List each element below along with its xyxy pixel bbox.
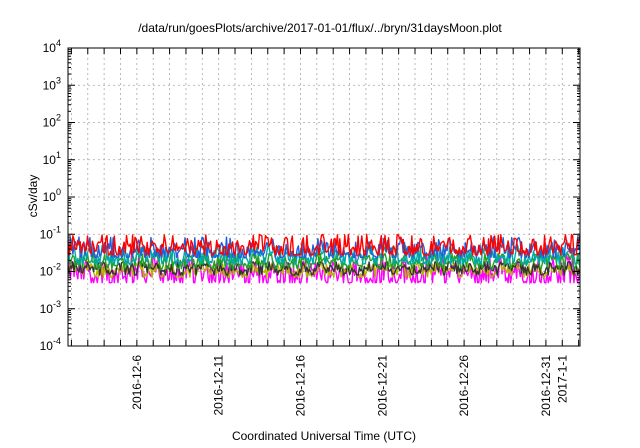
- y-tick-label-base: 10: [40, 265, 54, 279]
- y-tick-label: 101: [43, 150, 61, 167]
- y-tick-label-exponent: 3: [56, 75, 61, 85]
- y-tick-label-base: 10: [40, 339, 54, 353]
- chart-title: /data/run/goesPlots/archive/2017-01-01/f…: [138, 21, 502, 35]
- series-line: [67, 261, 581, 276]
- y-tick-label: 104: [43, 38, 61, 55]
- x-tick-label: 2016-12-21: [375, 355, 389, 417]
- y-tick-label: 102: [43, 113, 61, 130]
- y-tick-label-exponent: -2: [53, 262, 61, 272]
- y-tick-label-exponent: -1: [53, 224, 61, 234]
- series-line: [67, 252, 581, 270]
- y-axis-label: cSv/day: [26, 174, 40, 218]
- y-tick-label-exponent: 4: [56, 38, 61, 48]
- y-tick-label: 103: [43, 75, 61, 92]
- y-tick-label: 10-3: [40, 299, 61, 316]
- y-tick-label-base: 10: [43, 116, 57, 130]
- axis-ticks: [68, 47, 580, 347]
- x-tick-labels: 2016-12-6 2016-12-11 2016-12-16 2016-12-21 2…: [130, 355, 569, 417]
- grid-lines: [68, 48, 580, 346]
- x-tick-label: 2016-12-26: [457, 355, 471, 417]
- x-tick-label: 2017-1-1: [555, 355, 569, 403]
- y-tick-label-exponent: 2: [56, 113, 61, 123]
- y-tick-label-exponent: 0: [56, 187, 61, 197]
- y-tick-label: 10-1: [40, 224, 61, 241]
- y-tick-label: 10-2: [40, 262, 61, 279]
- y-tick-label-base: 10: [43, 78, 57, 92]
- y-tick-label-base: 10: [40, 227, 54, 241]
- y-tick-label-base: 10: [43, 190, 57, 204]
- x-tick-label: 2016-12-31: [539, 355, 553, 417]
- x-tick-label: 2016-12-11: [212, 355, 226, 416]
- y-tick-label-exponent: -3: [53, 299, 61, 309]
- x-tick-label: 2016-12-6: [130, 355, 144, 410]
- y-tick-label-base: 10: [40, 302, 54, 316]
- y-tick-label-base: 10: [43, 41, 57, 55]
- series-line: [67, 233, 581, 256]
- series-lines: [67, 233, 581, 284]
- x-axis-label: Coordinated Universal Time (UTC): [231, 429, 417, 443]
- y-tick-label-base: 10: [43, 153, 57, 167]
- y-tick-label: 10-4: [40, 336, 61, 353]
- series-line: [67, 263, 581, 278]
- x-tick-label: 2016-12-16: [293, 355, 307, 417]
- y-tick-label-exponent: -4: [53, 336, 61, 346]
- y-tick-label: 100: [43, 187, 61, 204]
- y-tick-label-exponent: 1: [56, 150, 61, 160]
